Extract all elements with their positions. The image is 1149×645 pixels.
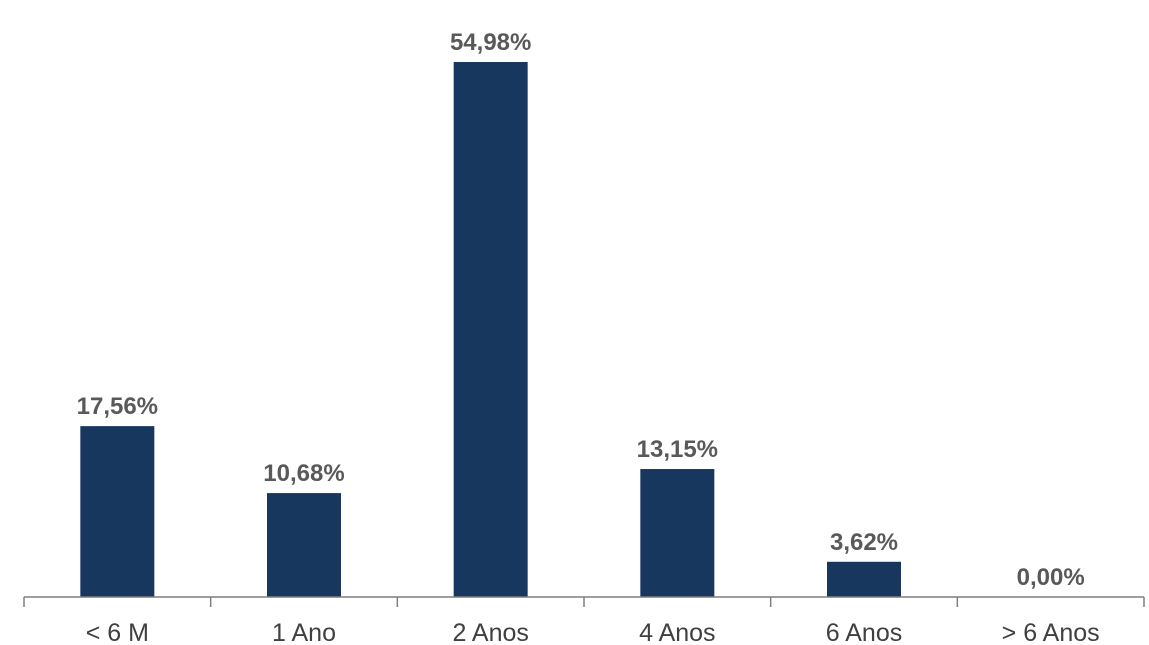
x-axis-tick-label: 6 Anos — [826, 619, 902, 645]
bar-data-label: 3,62% — [830, 529, 898, 556]
bar-data-label: 13,15% — [637, 436, 718, 463]
bar-data-label: 0,00% — [1017, 564, 1085, 591]
x-axis-tick-label: 1 Ano — [272, 619, 336, 645]
bar — [640, 469, 715, 597]
x-axis-tick-label: > 6 Anos — [1002, 619, 1100, 645]
bar-data-label: 54,98% — [450, 29, 531, 56]
data-labels-group: 17,56% 10,68% 54,98% 13,15% 3,62% 0,00% — [77, 29, 1085, 591]
bar — [827, 561, 901, 597]
x-axis-ticks-group — [23, 597, 1145, 607]
x-axis-tick-label: < 6 M — [86, 619, 149, 645]
bars-group — [80, 62, 901, 597]
bar — [80, 426, 155, 597]
bar — [267, 493, 341, 597]
bar — [453, 62, 528, 597]
x-axis-tick-label: 2 Anos — [452, 619, 528, 645]
bar-data-label: 17,56% — [77, 393, 158, 420]
bar-data-label: 10,68% — [263, 460, 344, 487]
x-axis-tick-label: 4 Anos — [639, 619, 715, 645]
x-axis-tick-labels-group: < 6 M 1 Ano 2 Anos 4 Anos 6 Anos > 6 Anos — [86, 619, 1100, 645]
